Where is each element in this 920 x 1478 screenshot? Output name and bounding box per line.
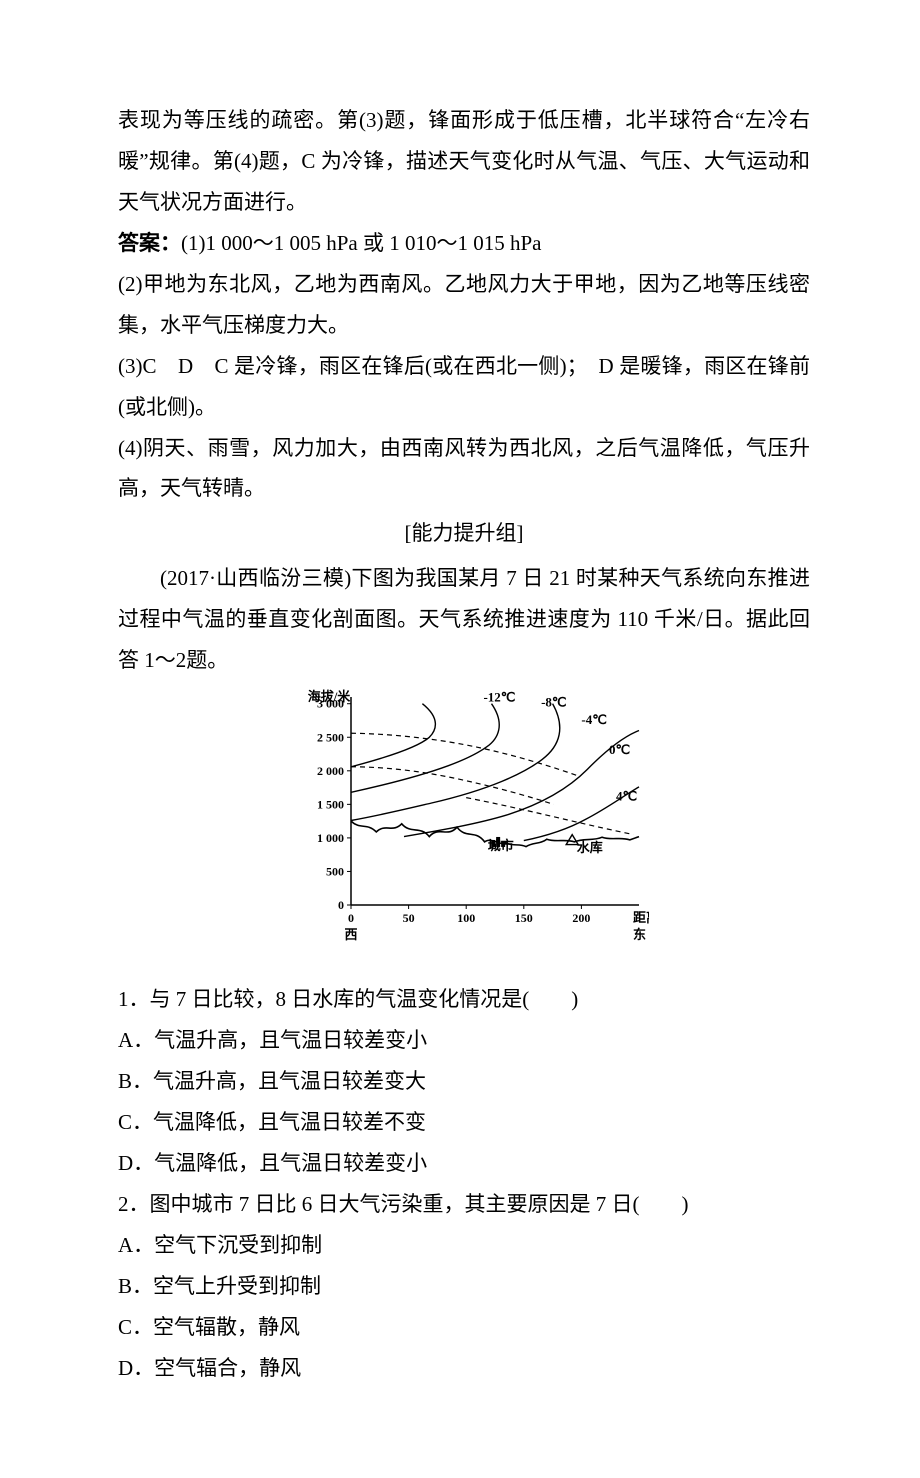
- answer-label: 答案：: [118, 231, 181, 255]
- q2-optC: C．空气辐散，静风: [118, 1307, 810, 1348]
- answer-4: (4)阴天、雨雪，风力加大，由西南风转为西北风，之后气温降低，气压升高，天气转晴…: [118, 428, 810, 510]
- svg-text:0: 0: [348, 911, 354, 925]
- svg-text:2 000: 2 000: [317, 764, 344, 778]
- answer-1-text: (1)1 000～1 005 hPa 或 1 010～1 015 hPa: [181, 231, 542, 255]
- chart-svg: 05001 0001 5002 0002 5003 000海拔/米0501001…: [279, 687, 649, 955]
- svg-text:-12℃: -12℃: [483, 690, 515, 705]
- svg-text:水库: 水库: [577, 840, 603, 855]
- q2-optD: D．空气辐合，静风: [118, 1348, 810, 1389]
- svg-text:150: 150: [515, 911, 533, 925]
- svg-text:-4℃: -4℃: [581, 712, 606, 727]
- svg-text:2 500: 2 500: [317, 730, 344, 744]
- intro-paragraph: 表现为等压线的疏密。第(3)题，锋面形成于低压槽，北半球符合“左冷右暖”规律。第…: [118, 100, 810, 223]
- svg-text:西: 西: [344, 927, 357, 942]
- question-stem: (2017·山西临汾三模)下图为我国某月 7 日 21 时某种天气系统向东推进过…: [118, 558, 810, 681]
- svg-text:城市: 城市: [488, 838, 514, 853]
- svg-text:1 000: 1 000: [317, 831, 344, 845]
- q1-optC: C．气温降低，且气温日较差不变: [118, 1102, 810, 1143]
- svg-text:100: 100: [457, 911, 475, 925]
- q1-optD: D．气温降低，且气温日较差变小: [118, 1143, 810, 1184]
- section-title: [能力提升组]: [118, 513, 810, 554]
- svg-text:4℃: 4℃: [616, 788, 637, 803]
- svg-text:0: 0: [338, 898, 344, 912]
- page: 表现为等压线的疏密。第(3)题，锋面形成于低压槽，北半球符合“左冷右暖”规律。第…: [0, 0, 920, 1478]
- answer-1: 答案：(1)1 000～1 005 hPa 或 1 010～1 015 hPa: [118, 223, 810, 264]
- svg-text:东: 东: [633, 927, 646, 942]
- svg-text:1 500: 1 500: [317, 797, 344, 811]
- svg-text:0℃: 0℃: [609, 742, 630, 757]
- q1-optB: B．气温升高，且气温日较差变大: [118, 1061, 810, 1102]
- svg-text:距离/千米: 距离/千米: [633, 910, 649, 925]
- answer-3: (3)C D C 是冷锋，雨区在锋后(或在西北一侧)； D 是暖锋，雨区在锋前(…: [118, 346, 810, 428]
- q2-text: 2．图中城市 7 日比 6 日大气污染重，其主要原因是 7 日( ): [118, 1184, 810, 1225]
- svg-text:500: 500: [326, 865, 344, 879]
- q2-optA: A．空气下沉受到抑制: [118, 1225, 810, 1266]
- q1-text: 1．与 7 日比较，8 日水库的气温变化情况是( ): [118, 979, 810, 1020]
- svg-text:50: 50: [403, 911, 415, 925]
- profile-chart: 05001 0001 5002 0002 5003 000海拔/米0501001…: [118, 687, 810, 969]
- svg-text:200: 200: [572, 911, 590, 925]
- svg-text:海拔/米: 海拔/米: [308, 689, 352, 704]
- answer-2: (2)甲地为东北风，乙地为西南风。乙地风力大于甲地，因为乙地等压线密集，水平气压…: [118, 264, 810, 346]
- q2-optB: B．空气上升受到抑制: [118, 1266, 810, 1307]
- q1-optA: A．气温升高，且气温日较差变小: [118, 1020, 810, 1061]
